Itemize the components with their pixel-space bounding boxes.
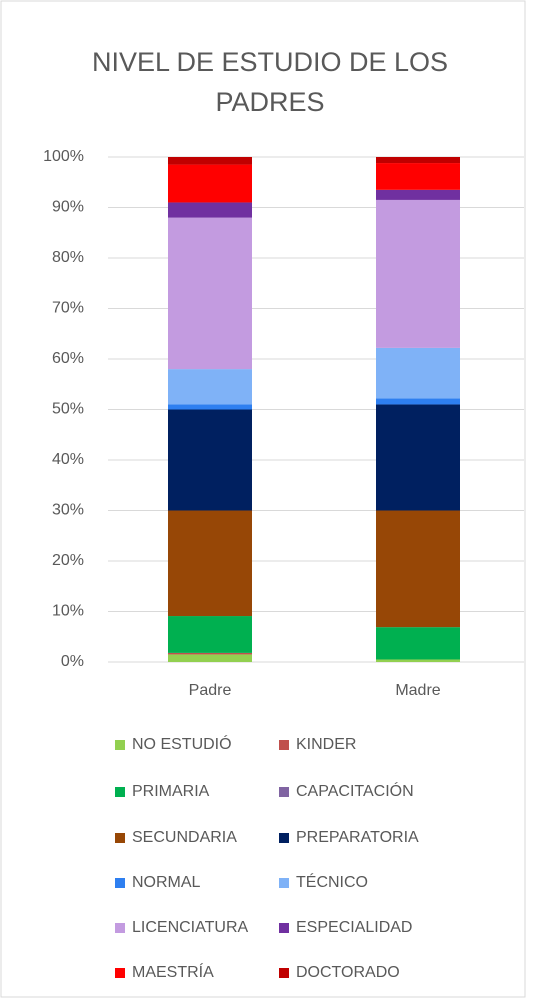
bar-segment: [376, 157, 460, 164]
bar-segment: [168, 616, 252, 653]
legend-label: NORMAL: [132, 874, 201, 891]
legend-label: ESPECIALIDAD: [296, 919, 412, 936]
bar-segment: [168, 404, 252, 410]
legend-swatch: [279, 878, 289, 888]
bar-segment: [376, 510, 460, 628]
legend-swatch: [279, 923, 289, 933]
bar-segment: [168, 369, 252, 405]
legend-label: PREPARATORIA: [296, 829, 419, 846]
legend-swatch: [115, 878, 125, 888]
bar-segment: [376, 163, 460, 190]
bar-segment: [376, 659, 460, 662]
y-tick-label: 80%: [52, 249, 84, 266]
legend-swatch: [115, 740, 125, 750]
bar-segment: [168, 654, 252, 662]
legend-swatch: [115, 923, 125, 933]
y-tick-label: 70%: [52, 300, 84, 317]
legend-label: NO ESTUDIÓ: [132, 734, 232, 753]
chart-border: [0, 0, 526, 998]
legend-swatch: [279, 968, 289, 978]
y-tick-label: 0%: [61, 653, 84, 670]
legend-swatch: [279, 740, 289, 750]
bar-segment: [376, 189, 460, 200]
legend-swatch: [115, 787, 125, 797]
legend-label: SECUNDARIA: [132, 829, 237, 846]
legend-swatch: [279, 787, 289, 797]
legend-swatch: [115, 833, 125, 843]
legend-swatch: [279, 833, 289, 843]
legend-label: LICENCIATURA: [132, 919, 248, 936]
y-tick-label: 30%: [52, 502, 84, 519]
y-tick-label: 60%: [52, 350, 84, 367]
bar-segment: [376, 398, 460, 405]
bar-segment: [376, 199, 460, 348]
legend-label: CAPACITACIÓN: [296, 781, 414, 800]
bar-segment: [376, 404, 460, 511]
y-tick-label: 90%: [52, 199, 84, 216]
bar-segment: [168, 202, 252, 218]
bar-segment: [168, 652, 252, 655]
y-tick-label: 50%: [52, 401, 84, 418]
bar-segment: [376, 347, 460, 399]
y-tick-label: 10%: [52, 603, 84, 620]
legend-label: PRIMARIA: [132, 783, 210, 800]
x-tick-label: Padre: [189, 682, 232, 699]
bar-segment: [168, 510, 252, 617]
bar-segment: [168, 157, 252, 165]
bar-segment: [168, 164, 252, 203]
legend-label: TÉCNICO: [296, 872, 368, 891]
legend-swatch: [115, 968, 125, 978]
y-tick-label: 40%: [52, 451, 84, 468]
y-tick-label: 20%: [52, 552, 84, 569]
bar-segment: [376, 627, 460, 660]
chart-title: NIVEL DE ESTUDIO DE LOS PADRES: [91, 47, 449, 117]
bar-segment: [168, 409, 252, 511]
legend-label: MAESTRÍA: [132, 962, 214, 981]
bar-segment: [168, 217, 252, 370]
legend-label: DOCTORADO: [296, 964, 400, 981]
y-tick-label: 100%: [43, 148, 84, 165]
legend-label: KINDER: [296, 736, 356, 753]
x-tick-label: Madre: [395, 682, 440, 699]
